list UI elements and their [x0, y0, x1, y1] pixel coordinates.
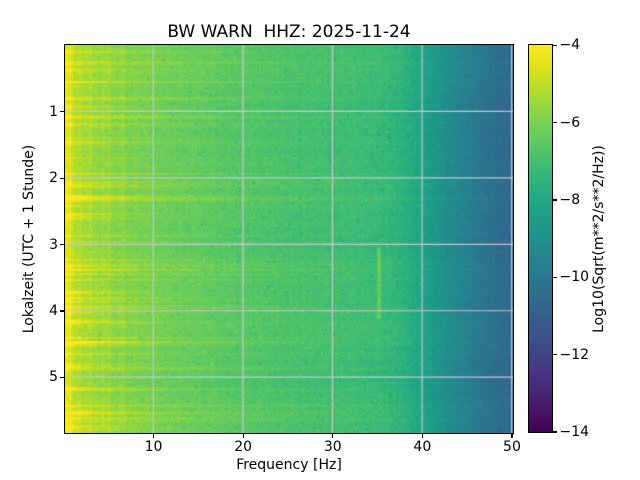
y-tick-mark — [60, 177, 65, 179]
plot-title: BW WARN HHZ: 2025-11-24 — [167, 22, 411, 42]
spectrogram-image — [65, 45, 513, 433]
colorbar-tick-mark — [553, 276, 558, 278]
colorbar-tick-label: −12 — [559, 346, 590, 363]
colorbar-tick-mark — [553, 431, 558, 433]
x-tick-mark — [511, 433, 513, 438]
y-tick-mark — [60, 111, 65, 113]
plot-frame — [64, 44, 514, 434]
x-tick-label: 50 — [503, 439, 521, 455]
x-tick-mark — [421, 433, 423, 438]
x-tick-label: 40 — [413, 439, 432, 455]
y-tick-mark — [60, 310, 65, 312]
x-tick-label: 10 — [144, 439, 163, 455]
colorbar-tick-mark — [553, 354, 558, 356]
x-tick-mark — [152, 433, 155, 438]
colorbar-tick-mark — [553, 122, 558, 124]
y-tick-label: 5 — [49, 369, 58, 386]
colorbar-tick-mark — [553, 199, 558, 201]
y-tick-label: 4 — [49, 303, 58, 320]
colorbar-tick-label: −6 — [559, 114, 581, 131]
y-tick-label: 2 — [49, 170, 58, 187]
x-tick-mark — [332, 433, 334, 438]
x-axis-label: Frequency [Hz] — [236, 457, 342, 473]
colorbar-label: Log10(Sqrt(m**2/s**2/Hz)) — [591, 145, 607, 333]
colorbar-tick-label: −4 — [559, 37, 581, 54]
colorbar-tick-label: −14 — [559, 424, 590, 440]
x-tick-label: 20 — [234, 439, 253, 455]
y-tick-label: 1 — [49, 103, 58, 120]
y-tick-mark — [60, 376, 65, 379]
colorbar-tick-label: −8 — [559, 191, 581, 208]
colorbar-tick-label: −10 — [559, 269, 590, 286]
colorbar-tick-mark — [553, 44, 558, 46]
colorbar — [527, 44, 553, 433]
x-tick-label: 30 — [323, 439, 342, 455]
x-tick-mark — [242, 433, 244, 438]
y-tick-label: 3 — [49, 236, 58, 253]
y-tick-mark — [60, 244, 65, 246]
